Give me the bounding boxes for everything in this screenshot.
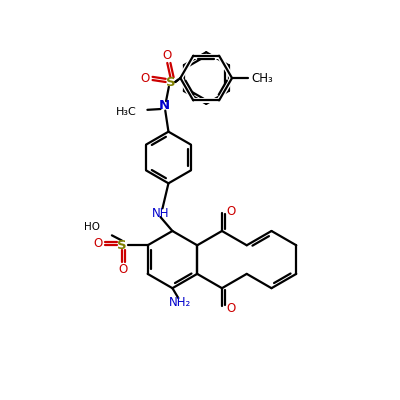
Text: NH₂: NH₂ bbox=[169, 296, 192, 308]
Text: NH: NH bbox=[152, 207, 169, 220]
Text: S: S bbox=[117, 239, 127, 252]
Text: O: O bbox=[226, 205, 235, 218]
Text: N: N bbox=[159, 99, 170, 112]
Text: O: O bbox=[226, 302, 235, 314]
Text: O: O bbox=[141, 72, 150, 85]
Text: O: O bbox=[93, 237, 103, 250]
Text: HO: HO bbox=[84, 222, 100, 232]
Text: O: O bbox=[119, 263, 128, 276]
Text: CH₃: CH₃ bbox=[252, 72, 274, 84]
Text: O: O bbox=[163, 49, 172, 62]
Text: H₃C: H₃C bbox=[116, 107, 137, 117]
Text: S: S bbox=[166, 76, 175, 88]
